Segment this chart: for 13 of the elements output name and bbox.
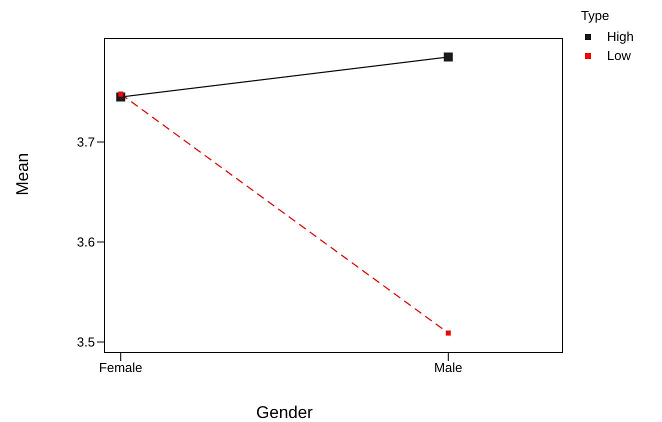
legend-title: Type [581, 8, 610, 23]
y-tick-label: 3.7 [76, 134, 95, 150]
point [444, 52, 453, 62]
point [446, 330, 451, 336]
y-axis-title: Mean [13, 152, 32, 196]
y-tick-label: 3.5 [76, 334, 95, 350]
x-axis-title: Gender [256, 403, 314, 422]
point [118, 92, 124, 96]
legend-label: Low [607, 48, 631, 63]
x-tick-label: Female [99, 360, 142, 376]
y-tick-label: 3.6 [76, 234, 95, 250]
legend-label: High [607, 29, 634, 44]
x-tick-label: Male [434, 360, 462, 376]
